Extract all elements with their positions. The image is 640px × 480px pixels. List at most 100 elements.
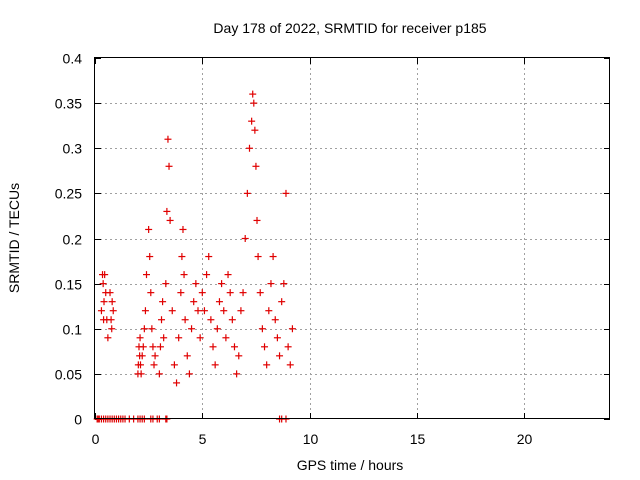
y-tick-label: 0 bbox=[74, 412, 82, 428]
data-point bbox=[156, 343, 164, 351]
y-tick-label: 0.4 bbox=[63, 51, 83, 67]
data-point bbox=[107, 316, 115, 324]
data-point bbox=[181, 316, 189, 324]
y-tick-label: 0.1 bbox=[63, 322, 83, 338]
data-point bbox=[160, 334, 168, 342]
data-point bbox=[282, 189, 290, 197]
data-point bbox=[162, 280, 170, 288]
data-point bbox=[196, 334, 204, 342]
data-point bbox=[241, 235, 249, 242]
x-tick-label: 5 bbox=[199, 431, 207, 447]
data-point bbox=[106, 289, 114, 297]
data-point bbox=[188, 325, 196, 333]
data-point bbox=[224, 271, 232, 279]
tick-labels: 0 5 10 15 20 0 0.05 0.1 0.15 0.2 0.25 0.3 0.35 0.4 bbox=[55, 51, 533, 448]
data-point bbox=[243, 189, 251, 197]
data-point bbox=[136, 334, 144, 342]
data-point bbox=[246, 144, 253, 152]
data-point bbox=[159, 298, 167, 306]
data-point bbox=[137, 370, 145, 378]
x-tick-label: 10 bbox=[303, 431, 319, 447]
x-axis-label: GPS time / hours bbox=[297, 457, 404, 473]
data-point bbox=[141, 307, 149, 315]
data-point bbox=[173, 379, 181, 387]
y-tick-label: 0.35 bbox=[55, 96, 82, 112]
data-point bbox=[228, 316, 236, 324]
data-point bbox=[248, 117, 256, 125]
data-point bbox=[288, 325, 296, 333]
plot-frame bbox=[94, 57, 610, 419]
data-point bbox=[104, 334, 112, 342]
data-point bbox=[148, 325, 156, 333]
data-point bbox=[218, 280, 226, 288]
data-point bbox=[175, 334, 183, 342]
data-point bbox=[252, 162, 260, 170]
data-point bbox=[203, 271, 211, 279]
chart-title: Day 178 of 2022, SRMTID for receiver p18… bbox=[213, 20, 486, 36]
y-tick-label: 0.2 bbox=[63, 232, 83, 248]
data-point bbox=[211, 361, 219, 369]
data-point bbox=[145, 225, 153, 233]
data-point bbox=[99, 280, 107, 288]
data-point bbox=[226, 289, 234, 297]
data-point bbox=[164, 135, 172, 143]
data-point bbox=[143, 271, 150, 279]
data-point bbox=[183, 352, 191, 360]
data-point bbox=[261, 343, 269, 351]
data-point bbox=[220, 307, 228, 315]
data-point bbox=[168, 307, 176, 315]
data-point bbox=[258, 325, 266, 333]
data-point bbox=[235, 352, 243, 360]
data-point bbox=[254, 253, 262, 261]
data-point bbox=[180, 271, 188, 279]
x-tick-label: 20 bbox=[517, 431, 533, 447]
y-axis-label: SRMTID / TECUs bbox=[6, 183, 22, 293]
data-point bbox=[194, 307, 202, 315]
data-point bbox=[286, 361, 294, 369]
data-point bbox=[136, 361, 144, 369]
data-point bbox=[265, 307, 273, 315]
data-points bbox=[93, 90, 296, 423]
data-point bbox=[192, 280, 200, 288]
data-point bbox=[155, 370, 163, 378]
data-point bbox=[147, 289, 155, 297]
data-point bbox=[278, 298, 286, 306]
data-point bbox=[151, 352, 159, 360]
data-point bbox=[108, 325, 116, 333]
data-point bbox=[100, 298, 108, 306]
data-point bbox=[271, 316, 279, 324]
data-point bbox=[200, 307, 208, 315]
data-point bbox=[256, 289, 264, 297]
y-tick-label: 0.3 bbox=[63, 141, 83, 157]
data-point bbox=[267, 280, 275, 288]
data-point bbox=[170, 361, 178, 369]
data-point bbox=[198, 289, 206, 297]
data-point bbox=[205, 253, 213, 261]
data-point bbox=[251, 126, 259, 134]
data-point bbox=[109, 307, 117, 315]
data-point bbox=[138, 352, 146, 360]
data-point bbox=[207, 316, 215, 324]
data-point bbox=[209, 343, 217, 351]
data-point bbox=[179, 225, 187, 233]
data-point bbox=[213, 325, 221, 333]
data-point bbox=[140, 325, 148, 333]
data-point bbox=[253, 216, 261, 224]
data-point bbox=[158, 316, 166, 324]
data-point bbox=[230, 343, 238, 351]
data-point bbox=[149, 343, 157, 351]
data-point bbox=[150, 361, 158, 369]
data-point bbox=[263, 361, 271, 369]
y-tick-label: 0.05 bbox=[55, 367, 82, 383]
data-point bbox=[97, 307, 105, 315]
data-point bbox=[233, 370, 241, 378]
y-tick-label: 0.25 bbox=[55, 186, 82, 202]
data-point bbox=[163, 207, 171, 215]
data-point bbox=[250, 99, 258, 107]
data-point bbox=[273, 334, 281, 342]
x-tick-label: 0 bbox=[92, 431, 100, 447]
grid bbox=[95, 58, 610, 419]
data-point bbox=[222, 334, 230, 342]
data-point bbox=[108, 298, 116, 306]
